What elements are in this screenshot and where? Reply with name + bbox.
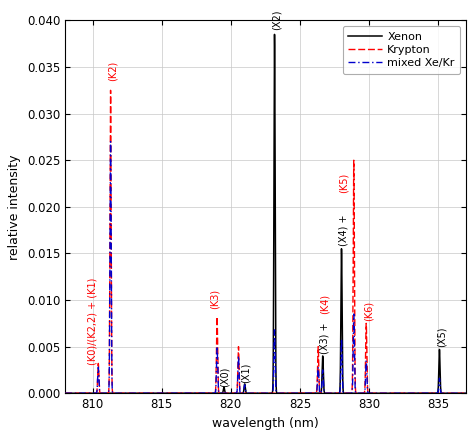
Text: (K0)/(K2,2) + (K1): (K0)/(K2,2) + (K1) [88,278,98,365]
mixed Xe/Kr [387,391,393,396]
mixed Xe/Kr [463,391,468,396]
Krypton [363,350,368,355]
Text: (K6): (K6) [363,300,374,321]
Text: (X4) +: (X4) + [338,215,348,246]
Text: (X2): (X2) [272,9,282,30]
Text: (X1): (X1) [240,363,250,383]
Xenon [363,391,368,396]
mixed Xe/Kr [417,391,422,396]
Text: (X5): (X5) [437,326,447,346]
Y-axis label: relative intensity: relative intensity [9,154,21,260]
mixed Xe/Kr [62,391,68,396]
mixed Xe/Kr [107,320,112,325]
Legend: Xenon, Krypton, mixed Xe/Kr: Xenon, Krypton, mixed Xe/Kr [343,26,460,74]
Text: (X0): (X0) [219,366,229,387]
Line: Xenon: Xenon [65,35,465,393]
Krypton [107,306,112,311]
Krypton [403,391,409,396]
Text: (X3) +: (X3) + [319,323,329,354]
Xenon [62,391,68,396]
Krypton [191,391,196,396]
mixed Xe/Kr [403,391,409,396]
Line: mixed Xe/Kr: mixed Xe/Kr [65,141,465,393]
Krypton [108,88,113,93]
Xenon [387,391,393,396]
Xenon [107,391,112,396]
mixed Xe/Kr [108,139,113,144]
Xenon [417,391,422,396]
Xenon [463,391,468,396]
Text: (K2): (K2) [108,61,118,81]
Line: Krypton: Krypton [65,90,465,393]
Text: (K3): (K3) [210,289,220,309]
Xenon [272,32,277,37]
Text: (K5): (K5) [338,173,348,193]
Xenon [403,391,409,396]
Krypton [387,391,393,396]
Text: (K4): (K4) [319,294,329,314]
Krypton [463,391,468,396]
X-axis label: wavelength (nm): wavelength (nm) [212,417,319,430]
Krypton [62,391,68,396]
mixed Xe/Kr [191,391,196,396]
Xenon [191,391,196,396]
Krypton [417,391,422,396]
mixed Xe/Kr [363,371,368,377]
